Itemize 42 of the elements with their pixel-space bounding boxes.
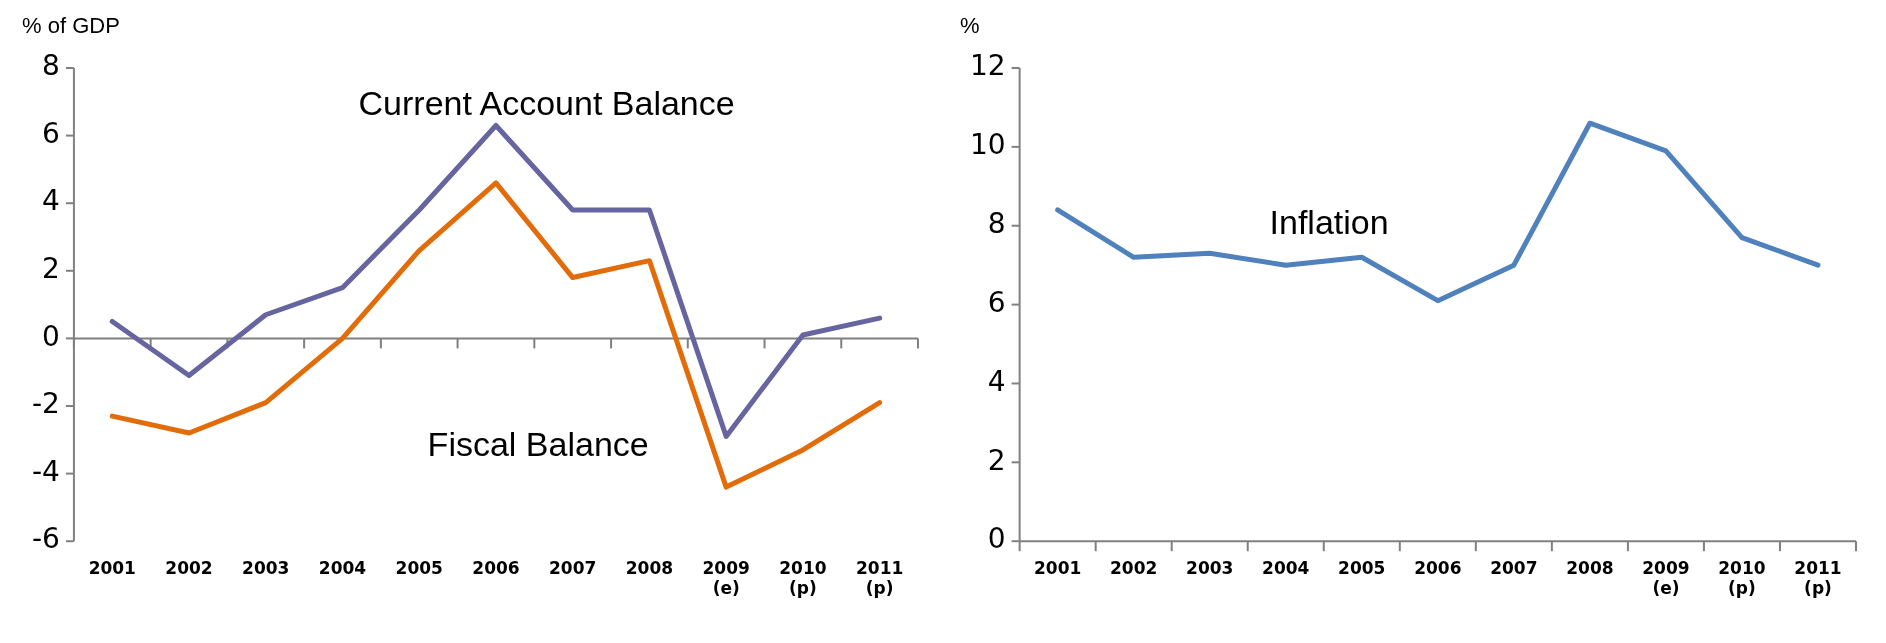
series-label: Inflation xyxy=(1269,202,1389,241)
x-tick-label: 2004 xyxy=(318,557,367,578)
x-tick-label: 2001 xyxy=(88,557,136,578)
x-tick-label: 2007 xyxy=(1490,557,1538,578)
x-tick-label: 2005 xyxy=(395,557,443,578)
series-label: Current Account Balance xyxy=(358,84,735,123)
y-tick-label: 8 xyxy=(987,207,1006,241)
y-tick-label: 12 xyxy=(969,49,1006,83)
x-tick-label: 2010 (p) xyxy=(1718,557,1766,599)
x-tick-label: 2011 (p) xyxy=(855,557,904,599)
y-axis-title: % of GDP xyxy=(22,13,120,39)
x-tick-label: 2010 (p) xyxy=(779,557,827,599)
y-tick-label: 10 xyxy=(969,128,1006,162)
x-tick-label: 2004 xyxy=(1262,557,1310,578)
y-tick-label: 0 xyxy=(987,522,1006,556)
y-tick-label: 6 xyxy=(42,116,60,150)
x-tick-label: 2007 xyxy=(549,557,597,578)
x-tick-label: 2003 xyxy=(242,557,290,578)
x-tick-label: 2006 xyxy=(1414,557,1462,578)
y-tick-label: 4 xyxy=(987,364,1006,398)
y-tick-label: 2 xyxy=(987,443,1006,477)
y-tick-label: 6 xyxy=(987,285,1006,319)
y-tick-label: -2 xyxy=(32,387,60,421)
x-tick-label: 2002 xyxy=(1110,557,1158,578)
y-tick-label: 8 xyxy=(42,49,60,83)
x-tick-label: 2006 xyxy=(472,557,520,578)
x-tick-label: 2009 (e) xyxy=(702,557,750,599)
x-tick-label: 2001 xyxy=(1033,557,1082,578)
y-tick-label: 0 xyxy=(42,319,60,353)
y-tick-label: -6 xyxy=(32,522,60,556)
y-tick-label: 4 xyxy=(42,184,60,218)
x-tick-label: 2009 (e) xyxy=(1642,557,1690,599)
x-tick-label: 2002 xyxy=(165,557,213,578)
series-label: Fiscal Balance xyxy=(427,424,649,463)
y-tick-label: -4 xyxy=(32,454,60,488)
x-tick-label: 2008 xyxy=(625,557,674,578)
x-tick-label: 2008 xyxy=(1566,557,1614,578)
y-axis-title: % xyxy=(960,13,980,39)
x-tick-label: 2011 (p) xyxy=(1794,557,1842,599)
y-tick-label: 2 xyxy=(42,252,60,286)
x-tick-label: 2003 xyxy=(1186,557,1234,578)
x-tick-label: 2005 xyxy=(1338,557,1386,578)
